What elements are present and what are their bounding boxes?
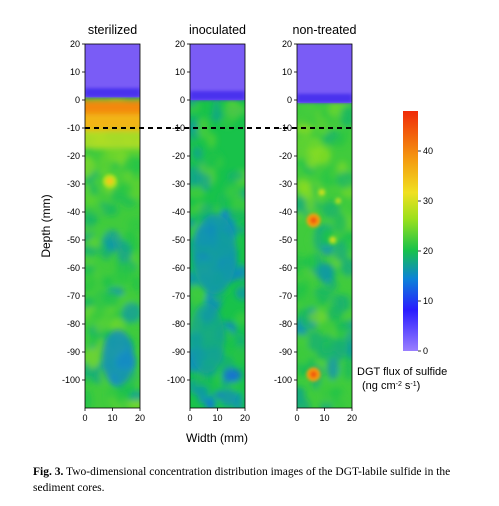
caption-label: Fig. 3. [33,466,64,478]
y-tick-label: -30 [279,179,292,189]
panel-title: sterilized [88,23,137,37]
colorbar-tick-label: 30 [423,196,433,206]
y-tick-label: -30 [172,179,185,189]
colorbar-tick-label: 0 [423,346,428,356]
y-tick-label: -90 [279,347,292,357]
y-tick-label: 10 [175,67,185,77]
y-tick-label: -50 [67,235,80,245]
y-tick-label: -70 [172,291,185,301]
colorbar-tick-label: 40 [423,146,433,156]
caption-text: Two-dimensional concentration distributi… [33,466,451,494]
panel-title: inoculated [189,23,246,37]
x-tick-label: 20 [135,413,145,423]
x-tick-label: 10 [107,413,117,423]
y-tick-label: -90 [67,347,80,357]
y-tick-label: -20 [172,151,185,161]
y-tick-label: -80 [279,319,292,329]
heatmap-image [85,44,140,408]
y-tick-label: -70 [67,291,80,301]
hotspot-3 [317,187,327,197]
y-tick-label: -80 [172,319,185,329]
panel-inoculated: inoculated20100-10-20-30-40-50-60-70-80-… [167,23,250,423]
y-tick-label: 10 [282,67,292,77]
y-tick-label: -40 [172,207,185,217]
overlying-water [297,44,352,103]
x-axis-ticks: 0 10 20 [294,408,357,423]
low-flux-zone [102,329,134,386]
x-tick-label: 0 [187,413,192,423]
hotspot-4 [328,235,338,245]
y-tick-label: -50 [279,235,292,245]
colorbar-tick-label: 20 [423,246,433,256]
x-axis-ticks: 0 10 20 [187,408,250,423]
colorbar-tick-label: 10 [423,296,433,306]
y-tick-label: -20 [279,151,292,161]
y-tick-label: -70 [279,291,292,301]
x-axis-label: Width (mm) [186,431,248,445]
colorbar-title-line1: DGT flux of sulfide [357,366,447,378]
overlay-layer: Depth (mm) Width (mm) [39,127,352,445]
x-tick-label: 0 [82,413,87,423]
y-tick-label: 0 [180,95,185,105]
x-tick-label: 10 [212,413,222,423]
y-tick-label: -60 [67,263,80,273]
x-tick-label: 20 [347,413,357,423]
y-tick-label: 20 [175,39,185,49]
y-tick-label: -40 [279,207,292,217]
low-flux-zone [190,214,237,373]
heatmap-image [297,44,352,408]
y-tick-label: -100 [62,375,80,385]
y-tick-label: -80 [67,319,80,329]
y-axis-label: Depth (mm) [39,194,53,257]
x-tick-label: 10 [319,413,329,423]
y-tick-label: -30 [67,179,80,189]
y-tick-label: 0 [287,95,292,105]
colorbar: 0 10 20 30 40 DGT flux of sulfide (ng cm-2 s-1… [357,111,447,392]
y-tick-label: 10 [70,67,80,77]
x-tick-label: 20 [240,413,250,423]
surface-enriched-layer [85,100,140,149]
hotspot-1 [306,213,321,228]
hotspot-5 [333,196,343,206]
y-axis-ticks: 20 10 0 -10 -20 -30 -40 -50 -60 -70 -80 -90 -100 [62,39,85,385]
x-tick-label: 0 [294,413,299,423]
colorbar-title-line2: (ng cm-2 s-1) [362,380,420,392]
y-tick-label: -20 [67,151,80,161]
panels-layer: sterilized 20 10 0 -10 -20 -30 -40 -50 -60 -70 -80 -… [62,23,357,423]
y-tick-label: -100 [167,375,185,385]
heatmap-image [190,44,245,408]
panel-non-treated: non-treated20100-10-20-30-40-50-60-70-80… [274,23,357,423]
y-tick-label: -90 [172,347,185,357]
panel-sterilized: sterilized 20 10 0 -10 -20 -30 -40 -50 -60 -70 -80 -… [62,23,145,423]
y-tick-label: -50 [172,235,185,245]
y-tick-label: -60 [172,263,185,273]
y-tick-label: -10 [67,123,80,133]
figure-caption: Fig. 3. Two-dimensional concentration di… [33,464,483,496]
y-tick-label: 20 [70,39,80,49]
hotspot-1 [102,174,117,189]
y-tick-label: 0 [75,95,80,105]
y-tick-label: -100 [274,375,292,385]
x-axis-ticks: 0 10 20 [82,408,145,423]
colorbar-gradient [403,111,418,351]
panel-title: non-treated [293,23,357,37]
y-tick-label: 20 [282,39,292,49]
overlying-water [190,44,245,100]
y-tick-label: -60 [279,263,292,273]
overlying-water [85,44,140,98]
y-tick-label: -40 [67,207,80,217]
hotspot-2 [306,367,321,382]
